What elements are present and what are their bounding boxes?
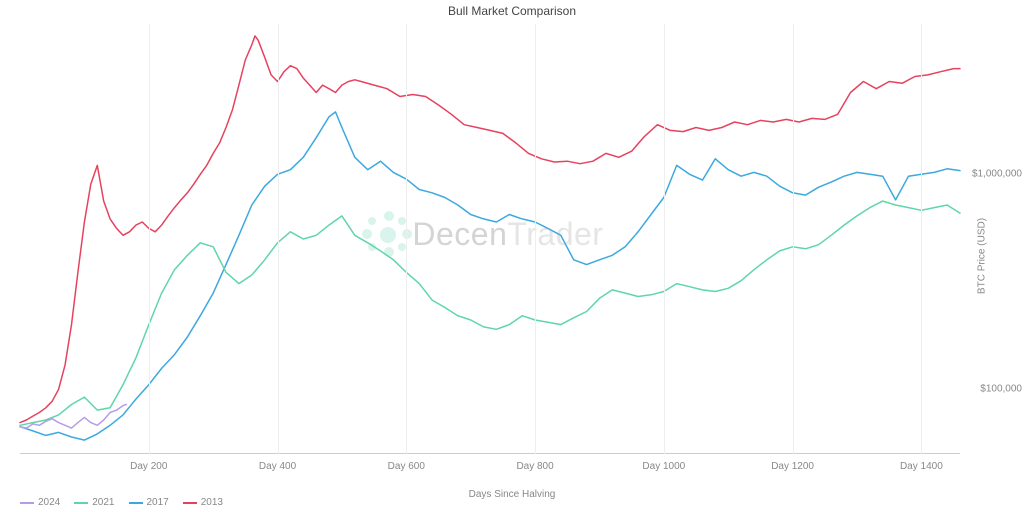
grid-line	[535, 24, 536, 454]
series-line-2021	[20, 201, 960, 425]
legend-swatch	[183, 502, 197, 504]
y-tick-label: $100,000	[980, 384, 1022, 395]
x-tick-label: Day 1200	[771, 461, 814, 472]
grid-line	[921, 24, 922, 454]
grid-line	[278, 24, 279, 454]
y-tick-label: $1,000,000	[972, 169, 1022, 180]
grid-line	[793, 24, 794, 454]
bull-market-chart: Bull Market Comparison DecenTrader Day 2…	[0, 0, 1024, 512]
grid-line	[406, 24, 407, 454]
series-line-2017	[20, 112, 960, 440]
grid-line	[664, 24, 665, 454]
chart-title: Bull Market Comparison	[448, 4, 576, 18]
chart-lines	[20, 24, 960, 454]
legend-item-2017[interactable]: 2017	[129, 497, 169, 508]
legend-label: 2013	[201, 497, 223, 508]
legend-swatch	[20, 502, 34, 504]
legend-label: 2024	[38, 497, 60, 508]
legend-item-2013[interactable]: 2013	[183, 497, 223, 508]
x-tick-label: Day 400	[259, 461, 296, 472]
legend-label: 2021	[92, 497, 114, 508]
x-tick-label: Day 800	[516, 461, 553, 472]
legend-swatch	[74, 502, 88, 504]
grid-line	[149, 24, 150, 454]
legend: 2024 2021 2017 2013	[20, 497, 223, 508]
x-tick-label: Day 1000	[642, 461, 685, 472]
legend-item-2021[interactable]: 2021	[74, 497, 114, 508]
x-axis-title: Days Since Halving	[469, 489, 556, 500]
x-tick-label: Day 1400	[900, 461, 943, 472]
legend-swatch	[129, 502, 143, 504]
y-axis-title: BTC Price (USD)	[976, 218, 987, 294]
x-tick-label: Day 200	[130, 461, 167, 472]
series-line-2013	[20, 36, 960, 423]
plot-area: DecenTrader Day 200Day 400Day 600Day 800…	[20, 24, 960, 454]
legend-label: 2017	[147, 497, 169, 508]
x-tick-label: Day 600	[388, 461, 425, 472]
legend-item-2024[interactable]: 2024	[20, 497, 60, 508]
